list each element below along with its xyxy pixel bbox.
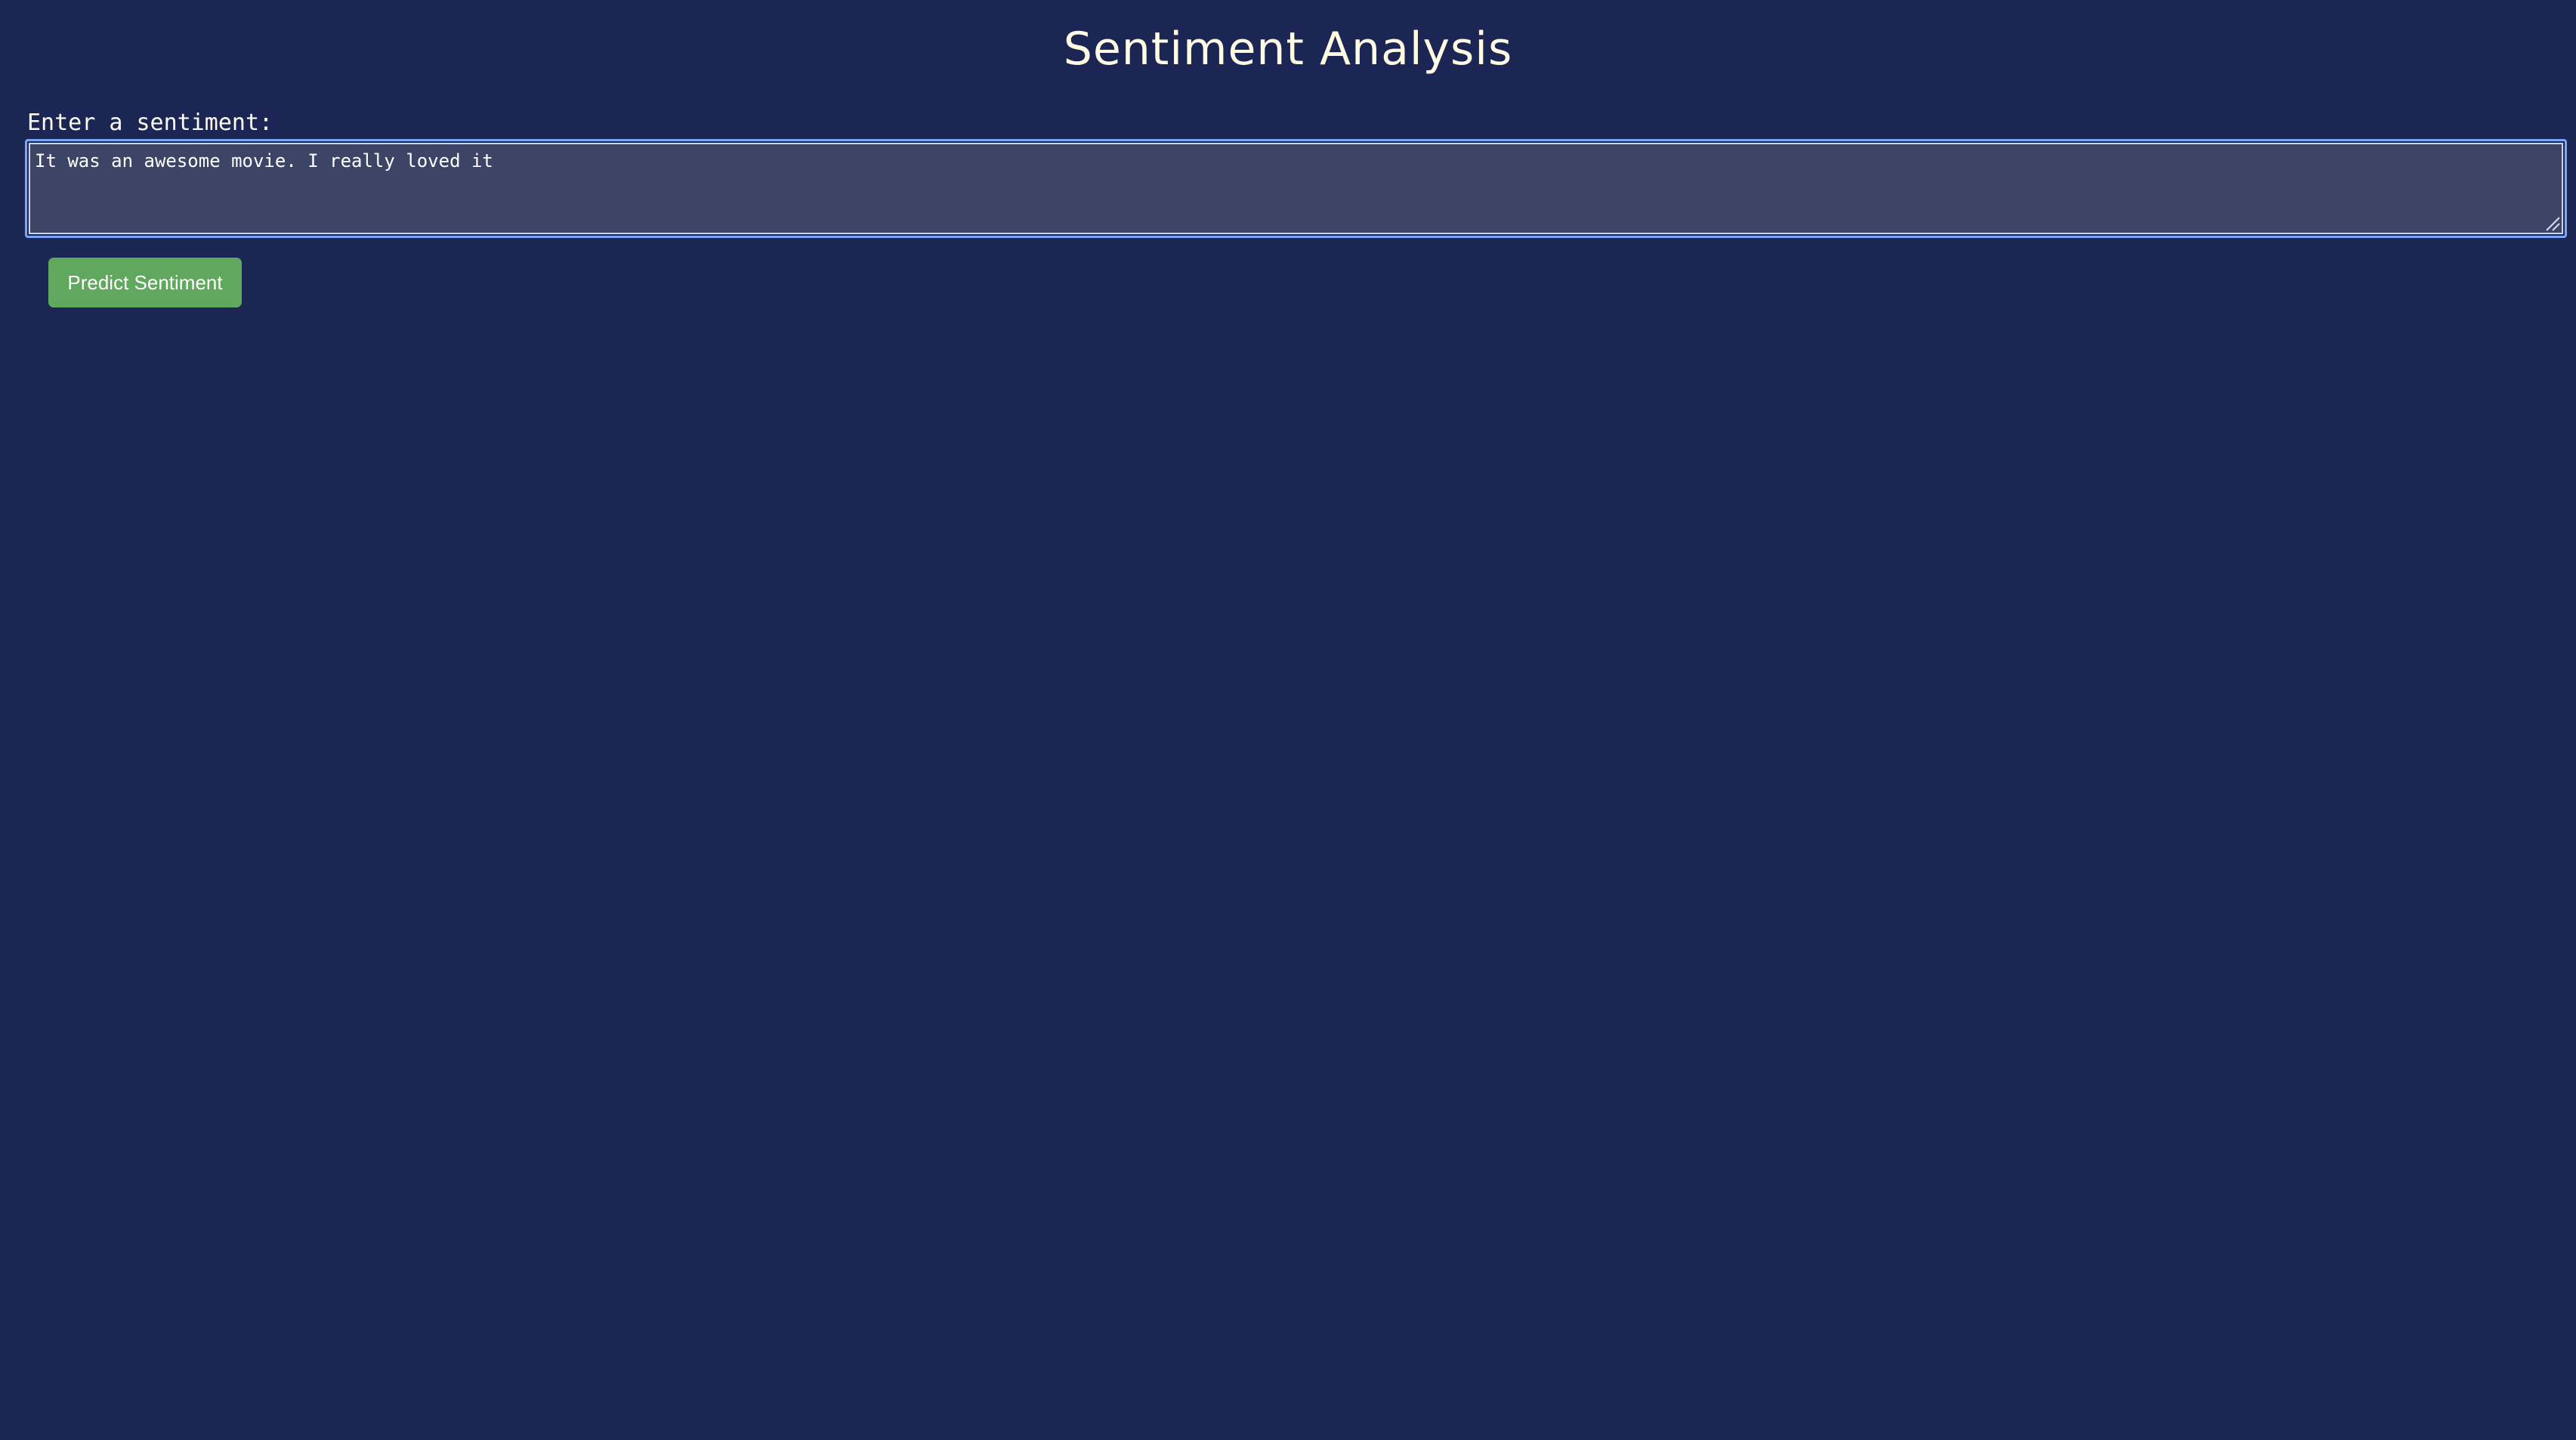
sentiment-input-wrapper (25, 139, 2567, 238)
page-title: Sentiment Analysis (1063, 23, 1513, 76)
sentiment-input[interactable] (29, 143, 2563, 234)
predict-sentiment-button[interactable]: Predict Sentiment (48, 258, 242, 307)
sentiment-label: Enter a sentiment: (27, 110, 273, 136)
